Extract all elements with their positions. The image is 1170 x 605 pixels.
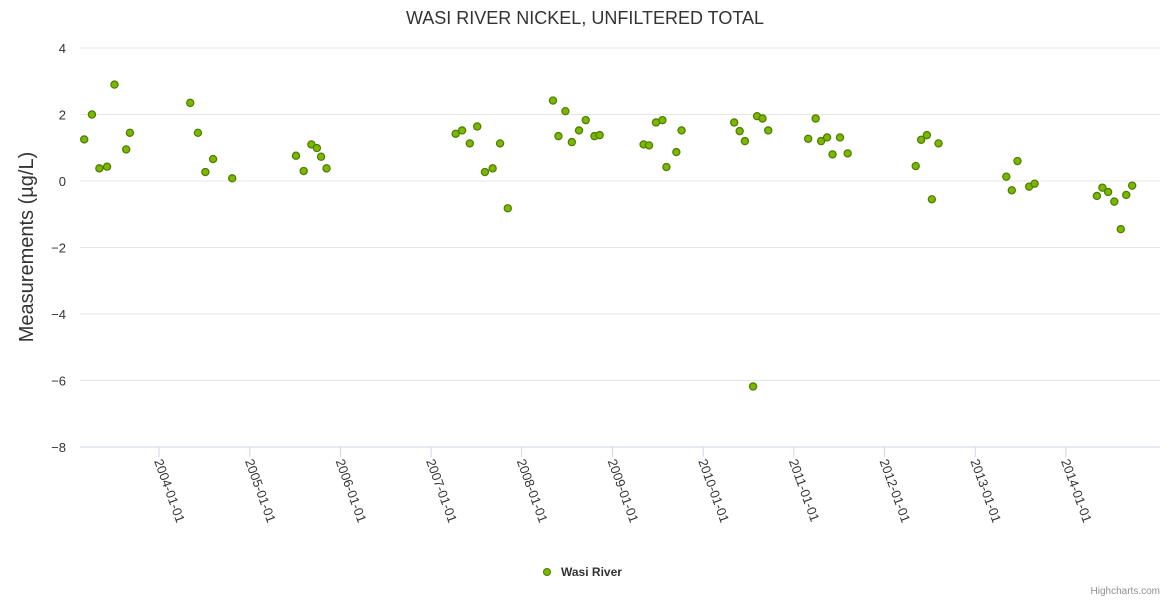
data-point[interactable] xyxy=(193,128,203,137)
chart-title: WASI RIVER NICKEL, UNFILTERED TOTAL xyxy=(406,8,764,28)
y-gridlines xyxy=(80,47,1160,381)
y-tick-label: −8 xyxy=(51,440,66,455)
data-point[interactable] xyxy=(80,135,89,144)
data-point[interactable] xyxy=(758,114,767,123)
data-point[interactable] xyxy=(561,106,570,116)
data-point[interactable] xyxy=(312,143,322,153)
data-point[interactable] xyxy=(916,135,926,144)
data-point[interactable] xyxy=(1103,187,1113,197)
data-point[interactable] xyxy=(465,139,474,148)
data-point[interactable] xyxy=(503,204,512,213)
data-point[interactable] xyxy=(574,126,584,135)
data-point[interactable] xyxy=(480,167,490,177)
data-point[interactable] xyxy=(457,126,467,135)
data-point[interactable] xyxy=(201,167,210,177)
data-point[interactable] xyxy=(922,130,932,140)
data-point[interactable] xyxy=(548,96,558,105)
credits-link[interactable]: Highcharts.com xyxy=(1091,586,1160,597)
data-point[interactable] xyxy=(488,164,497,173)
data-point[interactable] xyxy=(662,162,671,172)
data-point[interactable] xyxy=(835,133,845,142)
data-point[interactable] xyxy=(316,152,326,161)
data-point[interactable] xyxy=(554,131,563,141)
data-point[interactable] xyxy=(843,149,852,158)
data-point[interactable] xyxy=(1127,181,1137,190)
data-point[interactable] xyxy=(1092,191,1102,201)
data-point[interactable] xyxy=(803,134,813,143)
data-point[interactable] xyxy=(125,128,135,137)
data-point[interactable] xyxy=(644,141,654,150)
data-point[interactable] xyxy=(677,126,686,135)
data-point[interactable] xyxy=(1002,172,1011,181)
data-point[interactable] xyxy=(495,139,505,148)
y-tick-label: 0 xyxy=(59,174,66,189)
data-point[interactable] xyxy=(186,98,195,108)
data-point[interactable] xyxy=(473,122,482,131)
data-point[interactable] xyxy=(595,130,604,140)
data-point[interactable] xyxy=(811,114,820,123)
data-point[interactable] xyxy=(1098,183,1107,192)
data-point[interactable] xyxy=(291,151,301,160)
data-point[interactable] xyxy=(934,139,943,148)
data-point[interactable] xyxy=(658,115,667,125)
data-point[interactable] xyxy=(672,147,681,157)
data-point[interactable] xyxy=(822,133,832,142)
legend-item-wasi-river[interactable]: Wasi River xyxy=(561,565,622,579)
y-tick-label: 2 xyxy=(59,108,66,123)
data-point[interactable] xyxy=(87,110,97,119)
data-point[interactable] xyxy=(764,126,773,135)
data-point[interactable] xyxy=(1116,225,1125,234)
data-point[interactable] xyxy=(227,174,237,183)
y-axis-ticks: 4 2 0 −2 −4 −6 −8 xyxy=(51,41,66,455)
legend-marker-icon xyxy=(543,568,551,576)
series-wasi-river xyxy=(80,80,1137,391)
data-point[interactable] xyxy=(735,126,744,136)
data-point[interactable] xyxy=(102,162,112,171)
data-point[interactable] xyxy=(816,136,826,146)
data-point[interactable] xyxy=(299,166,308,176)
y-tick-label: −2 xyxy=(51,241,66,256)
data-point[interactable] xyxy=(451,129,460,138)
data-point[interactable] xyxy=(911,161,920,171)
data-point[interactable] xyxy=(740,136,750,146)
data-point[interactable] xyxy=(1007,186,1016,195)
y-tick-label: −6 xyxy=(51,374,66,389)
y-axis-label: Measurements (µg/L) xyxy=(16,152,38,342)
data-point[interactable] xyxy=(828,150,837,159)
data-point[interactable] xyxy=(927,195,937,204)
data-point[interactable] xyxy=(322,164,331,173)
legend[interactable]: Wasi River xyxy=(543,565,623,579)
data-point[interactable] xyxy=(208,154,218,164)
data-point[interactable] xyxy=(1030,179,1039,188)
data-point[interactable] xyxy=(581,115,590,125)
y-tick-label: 4 xyxy=(59,41,66,56)
data-point[interactable] xyxy=(730,118,739,127)
data-point[interactable] xyxy=(748,382,758,391)
data-point[interactable] xyxy=(110,80,119,89)
data-point[interactable] xyxy=(95,164,104,173)
data-point[interactable] xyxy=(567,137,577,147)
data-point[interactable] xyxy=(121,145,131,154)
data-point[interactable] xyxy=(1013,156,1022,166)
data-point[interactable] xyxy=(1110,197,1119,206)
y-tick-label: −4 xyxy=(51,307,66,322)
data-point[interactable] xyxy=(1122,190,1131,200)
